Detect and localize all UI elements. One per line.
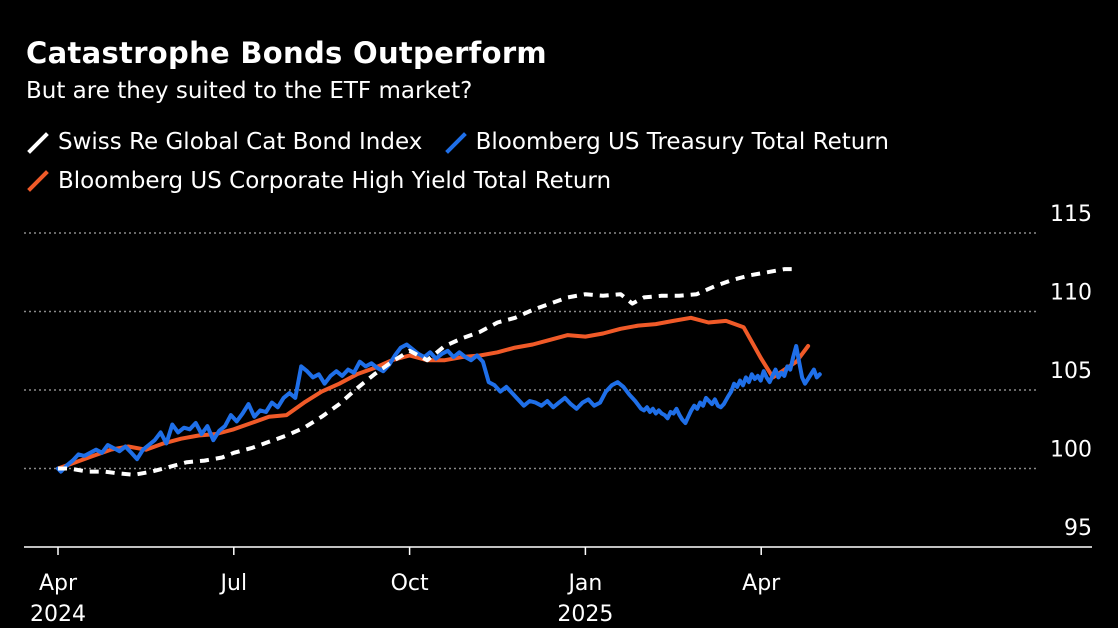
legend: Swiss Re Global Cat Bond Index Bloomberg… (26, 126, 1106, 203)
legend-item-high-yield: Bloomberg US Corporate High Yield Total … (26, 165, 611, 198)
legend-label-cat-bond: Swiss Re Global Cat Bond Index (58, 129, 423, 155)
legend-swatch-high-yield (26, 169, 50, 193)
legend-item-treasury: Bloomberg US Treasury Total Return (444, 126, 889, 159)
legend-label-treasury: Bloomberg US Treasury Total Return (475, 129, 889, 155)
y-tick-label-95: 95 (1064, 516, 1092, 541)
series-line-high-yield (56, 315, 811, 471)
y-tick-label-115: 115 (1050, 202, 1092, 227)
x-tick-label-0: Apr (39, 571, 78, 596)
series-line-treasury (56, 342, 822, 474)
x-tick-label-4: Apr (742, 571, 781, 596)
chart-subtitle: But are they suited to the ETF market? (26, 78, 473, 104)
x-tick-label-3: Jan (566, 571, 602, 596)
y-tick-label-100: 100 (1050, 438, 1092, 463)
x-tick-label-1: Jul (219, 571, 248, 596)
x-tick-sublabel-0: 2024 (30, 602, 86, 627)
legend-item-cat-bond: Swiss Re Global Cat Bond Index (26, 126, 422, 159)
chart-title: Catastrophe Bonds Outperform (26, 36, 547, 70)
legend-swatch-cat-bond (26, 131, 50, 155)
y-tick-label-110: 110 (1050, 281, 1092, 306)
y-tick-label-105: 105 (1050, 359, 1092, 384)
x-tick-sublabel-3: 2025 (557, 602, 613, 627)
legend-label-high-yield: Bloomberg US Corporate High Yield Total … (58, 167, 612, 194)
x-tick-label-2: Oct (391, 571, 429, 596)
legend-swatch-treasury (444, 131, 468, 155)
